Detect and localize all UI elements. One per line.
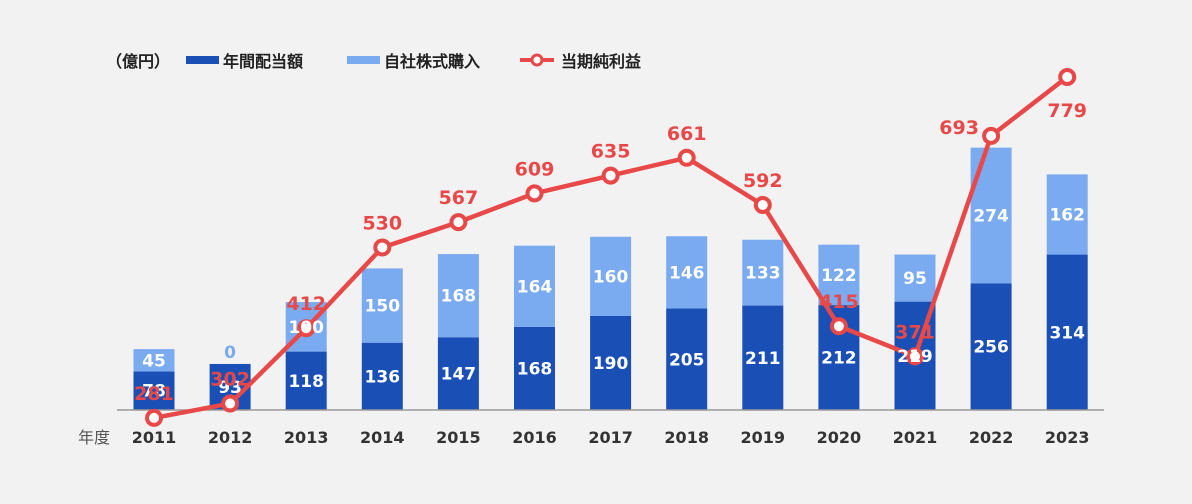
bar-buyback-2018 <box>666 236 708 309</box>
label-buyback-2021: 95 <box>903 269 927 289</box>
label-buyback-2015: 168 <box>441 287 477 307</box>
label-net-income-2018: 661 <box>667 123 707 145</box>
bar-buyback-2017 <box>590 236 632 316</box>
x-tick-2017: 2017 <box>588 428 633 447</box>
net-income-line <box>145 68 1077 427</box>
label-net-income-2013: 412 <box>286 293 326 315</box>
label-dividend-2018: 205 <box>669 350 705 370</box>
bar-dividend-2016 <box>514 326 555 410</box>
x-tick-2022: 2022 <box>969 428 1014 447</box>
net-income-point-2014 <box>373 238 392 257</box>
label-dividend-2022: 256 <box>973 338 1009 358</box>
label-net-income-2020: 415 <box>819 291 859 313</box>
label-buyback-2012: 0 <box>224 343 236 363</box>
legend-label-net-income: 当期純利益 <box>561 52 641 71</box>
legend-label-dividend: 年間配当額 <box>223 52 303 71</box>
net-income-point-2017 <box>601 166 620 185</box>
unit-label: （億円） <box>106 52 170 71</box>
net-income-point-2011 <box>145 408 163 427</box>
label-dividend-2019: 211 <box>745 349 781 369</box>
net-income-point-2021 <box>906 347 924 366</box>
x-tick-2011: 2011 <box>132 428 177 447</box>
legend-marker-net-income <box>530 53 544 67</box>
net-income-point-2016 <box>525 184 544 203</box>
net-income-point-2018 <box>677 148 696 167</box>
legend-swatch-buyback <box>347 56 380 64</box>
bar-buyback-2021 <box>894 254 936 302</box>
x-tick-2014: 2014 <box>360 428 405 447</box>
label-net-income-2017: 635 <box>591 141 631 163</box>
legend-swatch-dividend <box>186 56 219 64</box>
bar-buyback-2019 <box>742 239 784 306</box>
net-income-point-2013 <box>297 319 316 338</box>
bar-dividend-2022 <box>970 283 1012 410</box>
x-tick-2018: 2018 <box>664 428 709 447</box>
bar-buyback-2023 <box>1046 174 1088 255</box>
bar-dividend-2023 <box>1046 254 1088 410</box>
label-net-income-2014: 530 <box>362 212 402 234</box>
x-tick-2023: 2023 <box>1045 428 1090 447</box>
net-income-point-2012 <box>221 394 240 413</box>
x-axis-title: 年度 <box>78 428 110 447</box>
bar-buyback-2014 <box>361 268 403 343</box>
label-dividend-2014: 136 <box>365 367 401 387</box>
net-income-point-2022 <box>982 126 1001 145</box>
label-dividend-2020: 212 <box>821 349 857 369</box>
net-income-point-2023 <box>1058 68 1077 86</box>
bar-dividend-2011 <box>133 371 175 410</box>
x-tick-2016: 2016 <box>512 428 557 447</box>
x-tick-2020: 2020 <box>817 428 862 447</box>
label-net-income-2016: 609 <box>515 158 555 180</box>
bar-buyback-2016 <box>514 245 555 327</box>
bar-dividend-2013 <box>285 351 327 410</box>
label-net-income-2022: 693 <box>939 117 979 139</box>
x-tick-2012: 2012 <box>208 428 253 447</box>
net-income-point-2019 <box>753 196 772 215</box>
label-buyback-2022: 274 <box>973 206 1009 226</box>
label-dividend-2017: 190 <box>593 354 629 374</box>
label-buyback-2019: 133 <box>745 264 781 284</box>
x-tick-2013: 2013 <box>284 428 329 447</box>
label-net-income-2019: 592 <box>743 170 783 192</box>
label-dividend-2021: 219 <box>897 347 933 367</box>
label-buyback-2016: 164 <box>517 277 553 297</box>
label-net-income-2015: 567 <box>439 187 479 209</box>
label-dividend-2013: 118 <box>288 372 324 392</box>
x-tick-2021: 2021 <box>893 428 938 447</box>
label-dividend-2016: 168 <box>517 359 553 379</box>
bar-dividend-2019 <box>742 305 784 410</box>
label-buyback-2014: 150 <box>365 297 401 317</box>
label-net-income-2012: 302 <box>210 369 250 391</box>
net-income-point-2015 <box>449 213 468 232</box>
bar-buyback-2011 <box>133 349 175 372</box>
bar-buyback-2020 <box>818 244 860 306</box>
label-buyback-2020: 122 <box>821 266 857 286</box>
x-tick-2015: 2015 <box>436 428 481 447</box>
label-buyback-2023: 162 <box>1049 205 1085 225</box>
label-buyback-2011: 45 <box>142 351 166 371</box>
label-dividend-2012: 93 <box>218 378 242 398</box>
label-dividend-2023: 314 <box>1049 323 1085 343</box>
legend-label-buyback: 自社株式購入 <box>384 52 480 71</box>
bar-buyback-2015 <box>437 254 479 338</box>
legend: （億円） 年間配当額 自社株式購入 当期純利益 <box>106 52 641 71</box>
label-dividend-2015: 147 <box>441 365 477 385</box>
data-labels: 78 45 93 0 118 100 136 150 147 168 168 164 190 160 205… <box>134 100 1087 405</box>
label-net-income-2011: 281 <box>134 383 174 405</box>
label-dividend-2011: 78 <box>142 382 166 402</box>
bar-dividend-2017 <box>590 315 632 410</box>
x-tick-labels: 2011 2012 2013 2014 2015 2016 2017 2018 2019 2020… <box>78 428 1089 447</box>
bar-dividend-2014 <box>361 342 403 410</box>
bar-dividend-2015 <box>437 337 479 410</box>
label-buyback-2017: 160 <box>593 267 629 287</box>
bar-dividend-2018 <box>666 308 708 410</box>
label-buyback-2013: 100 <box>288 318 324 338</box>
label-net-income-2021: 371 <box>895 321 935 343</box>
net-income-point-2020 <box>829 317 848 336</box>
x-tick-2019: 2019 <box>741 428 786 447</box>
label-buyback-2018: 146 <box>669 263 705 283</box>
label-net-income-2023: 779 <box>1047 100 1087 122</box>
